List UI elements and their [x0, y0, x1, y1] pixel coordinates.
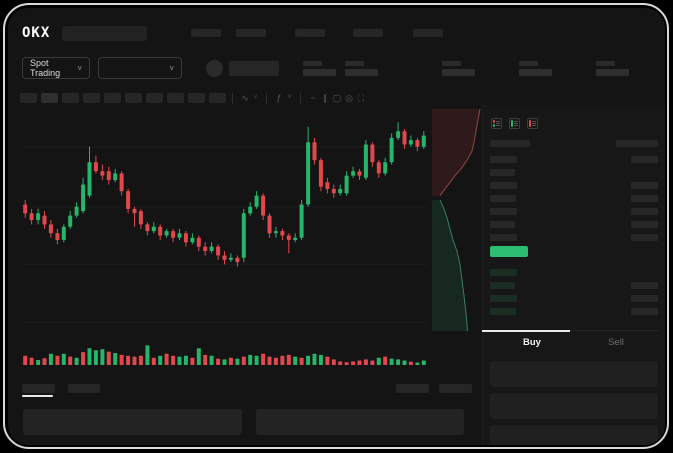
timeframe-skeleton-buttons [20, 93, 226, 103]
chevron-down-icon: ˅ [77, 63, 82, 73]
orderbook-bids [490, 266, 658, 318]
timeframe-button-skeleton[interactable] [146, 93, 163, 103]
bottom-tab-1[interactable] [22, 383, 55, 393]
orderbook-row[interactable] [490, 292, 658, 305]
timeframe-button-skeleton[interactable] [209, 93, 226, 103]
bottom-action-skeleton[interactable] [439, 383, 472, 393]
bottom-panel-skeleton-1 [23, 409, 242, 435]
ticker-stat [345, 60, 378, 76]
timeframe-button-skeleton[interactable] [167, 93, 184, 103]
orderbook-header-price-skeleton [490, 140, 530, 147]
line-tool-icon[interactable]: ~ [310, 93, 316, 103]
orderbook-row[interactable] [490, 166, 658, 179]
ticker-stat [596, 60, 629, 76]
book-asks-icon[interactable] [527, 118, 538, 129]
timeframe-button-skeleton[interactable] [104, 93, 121, 103]
order-input-skeleton[interactable] [490, 393, 658, 419]
chevron-down-icon: ˅ [169, 63, 174, 73]
orderbook-row[interactable] [490, 153, 658, 166]
active-tab-indicator [22, 395, 53, 397]
camera-icon[interactable]: ▢ [332, 93, 342, 103]
nav-skeleton-items [191, 29, 444, 37]
market-type-dropdown[interactable]: Spot Trading ˅ [22, 57, 90, 79]
nav-item-skeleton[interactable] [236, 29, 267, 37]
nav-item-skeleton[interactable] [191, 29, 222, 37]
market-type-label: Spot Trading [30, 58, 61, 78]
bottom-tab-2[interactable] [68, 383, 100, 393]
toolbar-divider [266, 92, 267, 104]
timeframe-button-skeleton[interactable] [83, 93, 100, 103]
book-combined-icon[interactable] [491, 118, 502, 129]
orderbook-header [490, 140, 658, 147]
nav-item-skeleton[interactable] [353, 29, 384, 37]
toolbar-divider [232, 92, 233, 104]
settings-gear-icon[interactable]: ◎ [345, 93, 353, 103]
order-form-inputs [490, 361, 658, 445]
chart-section [8, 105, 482, 445]
app-window: OKX Spot Trading ˅ ˅ ∿ ˅ ƒ ˅ ~ ∥ ▢ ◎ ⛶ [8, 8, 665, 445]
bottom-tab-actions [396, 383, 472, 393]
buy-sell-tabs: Buy Sell [482, 330, 658, 354]
timeframe-button-skeleton[interactable] [188, 93, 205, 103]
orderbook-row[interactable] [490, 305, 658, 318]
top-nav: OKX [22, 22, 665, 44]
bottom-panels [23, 409, 482, 435]
measure-icon[interactable]: ∥ [322, 93, 328, 103]
bottom-tabs [22, 379, 482, 397]
volume-chart [23, 345, 426, 365]
orderbook-row[interactable] [490, 218, 658, 231]
book-bids-icon[interactable] [509, 118, 520, 129]
orderbook-panel: Buy Sell [482, 105, 665, 445]
nav-item-skeleton[interactable] [413, 29, 444, 37]
chevron-down-icon[interactable]: ˅ [287, 94, 292, 101]
chart-toolbar: ∿ ˅ ƒ ˅ ~ ∥ ▢ ◎ ⛶ [20, 91, 665, 105]
ticker-stats-right [442, 60, 629, 76]
fullscreen-icon[interactable]: ⛶ [357, 93, 365, 103]
ticker-stats-left [303, 60, 378, 76]
orderbook-view-toggles [491, 118, 658, 129]
orderbook-asks [490, 153, 658, 244]
timeframe-button-skeleton[interactable] [20, 93, 37, 103]
ticker-stat [519, 60, 552, 76]
last-price-badge[interactable] [490, 246, 528, 257]
candle-type-icon[interactable]: ∿ [241, 93, 249, 103]
bottom-panel-skeleton-2 [256, 409, 464, 435]
tab-buy[interactable]: Buy [482, 330, 574, 354]
timeframe-button-skeleton[interactable] [41, 93, 58, 103]
orderbook-row[interactable] [490, 231, 658, 244]
coin-avatar [206, 59, 223, 77]
orderbook-row[interactable] [490, 205, 658, 218]
ticker-stat [442, 60, 475, 76]
pair-name-skeleton [229, 60, 279, 76]
toolbar-divider [300, 92, 301, 104]
device-bezel [3, 3, 669, 449]
search-input[interactable] [62, 25, 148, 41]
okx-logo: OKX [22, 25, 51, 41]
timeframe-button-skeleton[interactable] [62, 93, 79, 103]
chart-tool-icons: ∿ ˅ ƒ ˅ ~ ∥ ▢ ◎ ⛶ [226, 92, 367, 104]
chevron-down-icon[interactable]: ˅ [253, 94, 258, 101]
orderbook-row[interactable] [490, 279, 658, 292]
pair-dropdown[interactable]: ˅ [98, 57, 182, 79]
indicators-icon[interactable]: ƒ [276, 93, 282, 103]
timeframe-button-skeleton[interactable] [125, 93, 142, 103]
orderbook-header-amount-skeleton [616, 140, 658, 147]
orderbook-row[interactable] [490, 179, 658, 192]
order-input-skeleton[interactable] [490, 425, 658, 445]
ticker-stat [303, 60, 336, 76]
market-bar: Spot Trading ˅ ˅ [22, 57, 665, 79]
orderbook-row[interactable] [490, 266, 658, 279]
bottom-action-skeleton[interactable] [396, 383, 429, 393]
depth-chart [432, 109, 481, 331]
order-input-skeleton[interactable] [490, 361, 658, 387]
orderbook-row[interactable] [490, 192, 658, 205]
nav-item-skeleton[interactable] [295, 29, 326, 37]
tab-sell[interactable]: Sell [608, 337, 624, 348]
candlestick-chart[interactable] [22, 109, 427, 331]
